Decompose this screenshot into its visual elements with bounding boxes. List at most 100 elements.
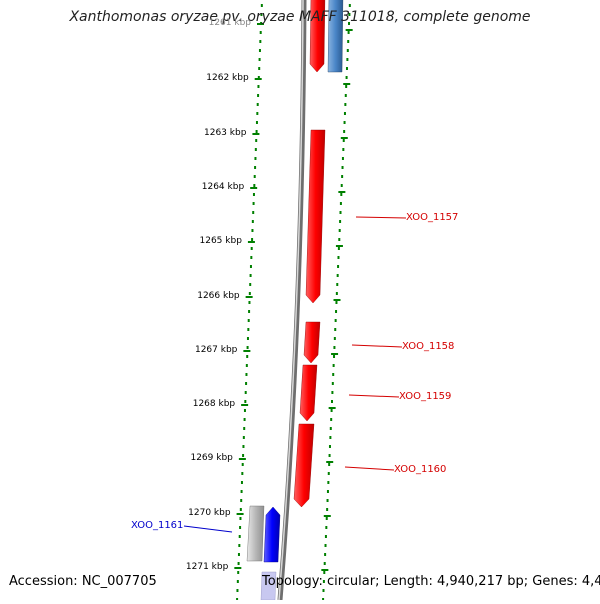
gene-label-xoo-1157[interactable]: XOO_1157 [406, 212, 459, 223]
outer-ring-tick [328, 407, 336, 409]
outer-ring-dot [335, 301, 338, 304]
outer-ring-tick [345, 29, 353, 31]
outer-ring-dot [331, 382, 334, 385]
dotted-ring-layer [236, 4, 351, 601]
kbp-tick [238, 458, 246, 460]
outer-ring-dot [324, 544, 327, 547]
kbp-label: 1271 kbp [185, 562, 229, 572]
inner-ring-dot [242, 436, 245, 439]
outer-ring-dot [347, 31, 350, 34]
outer-ring-dot [334, 319, 337, 322]
kbp-label: 1266 kbp [197, 291, 240, 301]
inner-ring-dot [249, 274, 252, 277]
outer-ring-dot [329, 427, 332, 430]
outer-ring-dot [348, 4, 351, 7]
outer-ring-dot [324, 553, 327, 556]
outer-ring-dot [341, 157, 344, 160]
outer-ring-dot [344, 94, 347, 97]
gene-arrow-xoo-1158 [303, 321, 321, 364]
accession-text: Accession: NC_007705 [9, 574, 157, 589]
outer-ring-dot [337, 265, 340, 268]
gene-arrow-steel [327, 0, 344, 73]
kbp-label: 1264 kbp [201, 182, 245, 192]
inner-ring-dot [257, 85, 260, 88]
inner-ring-dot [245, 373, 248, 376]
outer-ring-dot [346, 58, 349, 61]
outer-ring-dot [332, 364, 335, 367]
inner-ring-dot [250, 256, 253, 259]
inner-ring-dot [239, 508, 242, 511]
inner-ring-dot [258, 58, 261, 61]
outer-ring-dot [340, 184, 343, 187]
leader-line-xoo-1160 [344, 466, 395, 471]
outer-ring-dot [331, 391, 334, 394]
inner-ring-dot [237, 571, 240, 574]
inner-ring-dot [239, 526, 242, 529]
kbp-tick-layer [234, 23, 353, 571]
outer-ring-tick [331, 353, 339, 355]
inner-ring-dot [257, 94, 260, 97]
gene-label-xoo-1161[interactable]: XOO_1161 [131, 520, 184, 531]
inner-ring-dot [240, 490, 243, 493]
inner-ring-dot [247, 328, 250, 331]
inner-ring-dot [253, 175, 256, 178]
kbp-tick [247, 241, 255, 243]
inner-ring-dot [243, 409, 246, 412]
kbp-label: 1269 kbp [190, 453, 233, 463]
inner-ring-dot [251, 238, 254, 241]
outer-ring-dot [323, 571, 326, 574]
leader-line-xoo-1158 [351, 344, 403, 348]
inner-ring-dot [255, 121, 258, 124]
gene-label-xoo-1160[interactable]: XOO_1160 [394, 464, 447, 475]
inner-ring-dot [246, 355, 249, 358]
outer-ring-dot [346, 49, 349, 52]
inner-ring-dot [251, 220, 254, 223]
genome-backbone-highlight [278, 0, 304, 601]
inner-ring-dot [254, 157, 257, 160]
inner-ring-dot [248, 301, 251, 304]
outer-ring-dot [336, 283, 339, 286]
inner-ring-dot [254, 148, 257, 151]
outer-ring-dot [332, 373, 335, 376]
outer-ring-dot [326, 499, 329, 502]
outer-ring-dot [348, 13, 351, 16]
outer-ring-dot [339, 220, 342, 223]
outer-ring-dot [323, 562, 326, 565]
map-title: Xanthomonas oryzae pv. oryzae MAFF 31101… [69, 9, 531, 25]
outer-ring-dot [335, 310, 338, 313]
inner-ring-dot [238, 535, 241, 538]
inner-ring-dot [255, 139, 258, 142]
outer-ring-dot [347, 40, 350, 43]
outer-ring-dot [322, 580, 325, 583]
gene-arrow-xoo-1160 [293, 423, 315, 508]
outer-ring-dot [326, 490, 329, 493]
outer-ring-dot [327, 472, 330, 475]
kbp-tick [254, 78, 262, 80]
leader-line-xoo-1157 [355, 216, 407, 219]
gene-arrow-xoo-1157 [305, 129, 326, 304]
inner-ring-dot [244, 391, 247, 394]
inner-ring-dot [256, 103, 259, 106]
kbp-label: 1268 kbp [192, 399, 236, 409]
leader-line-xoo-1161 [183, 525, 233, 533]
outer-ring-tick [338, 191, 346, 193]
outer-ring-dot [343, 130, 346, 133]
kbp-tick [241, 404, 249, 406]
kbp-tick [245, 296, 253, 298]
leader-line-layer [183, 216, 407, 533]
inner-ring-dot [248, 292, 251, 295]
gene-label-xoo-1158[interactable]: XOO_1158 [402, 341, 455, 352]
gene-label-xoo-1159[interactable]: XOO_1159 [399, 391, 452, 402]
inner-ring-dot [260, 13, 263, 16]
outer-ring-dot [330, 418, 333, 421]
outer-ring-dot [322, 589, 325, 592]
inner-ring-dot [252, 202, 255, 205]
outer-ring-dot [333, 337, 336, 340]
inner-ring-dot [249, 283, 252, 286]
kbp-label: 1270 kbp [188, 508, 231, 518]
outer-ring-dot [339, 202, 342, 205]
inner-ring-dot [237, 562, 240, 565]
inner-ring-dot [243, 418, 246, 421]
inner-ring-dot [252, 193, 255, 196]
